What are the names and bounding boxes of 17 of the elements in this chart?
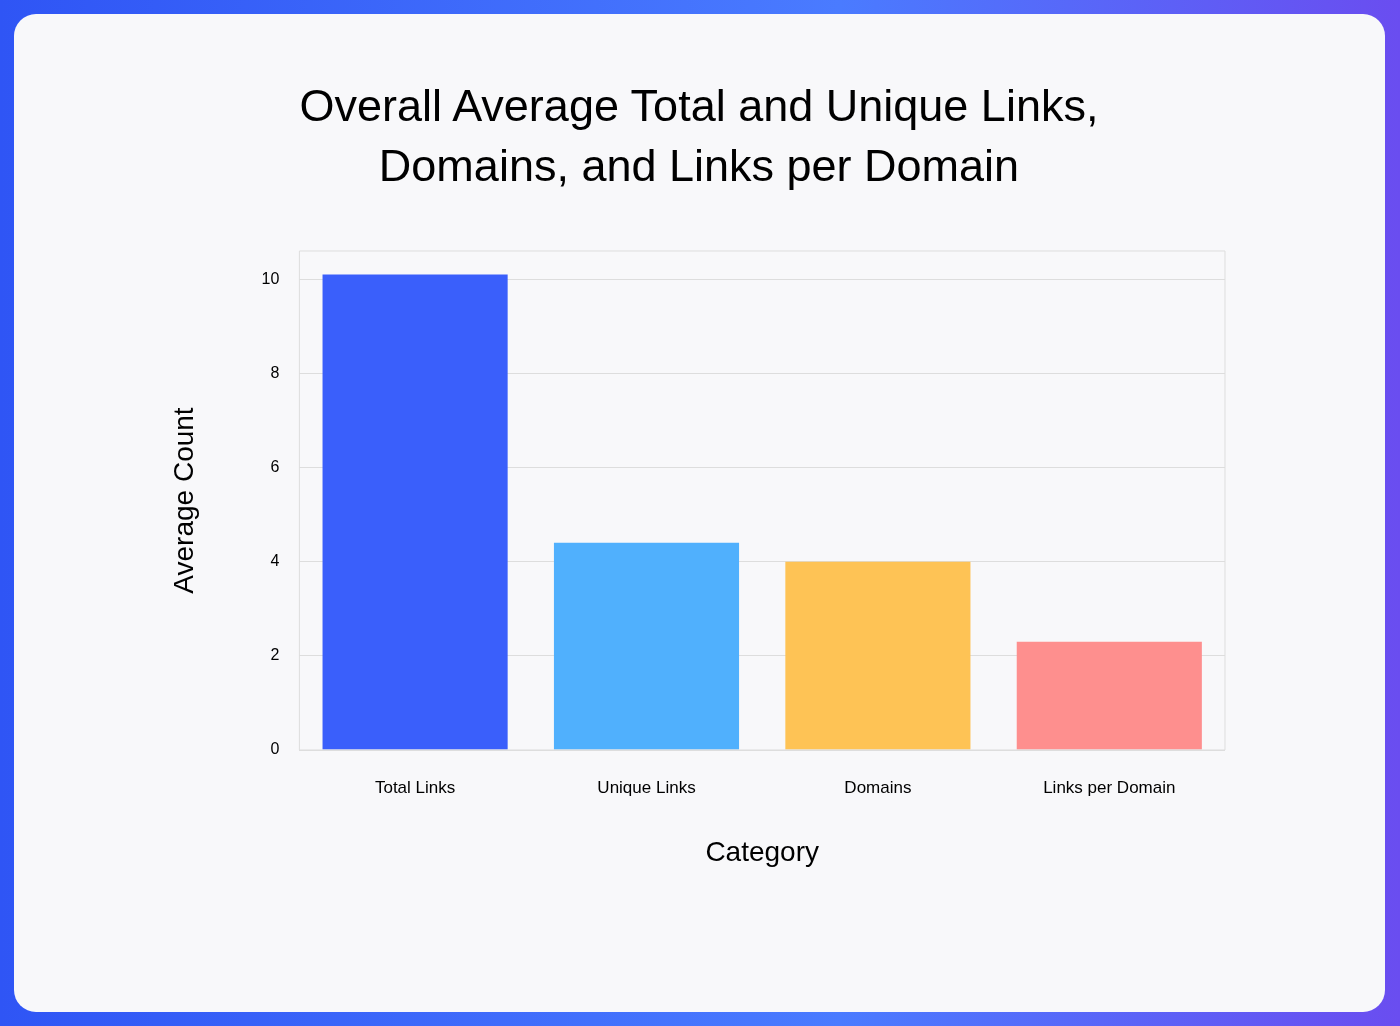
- y-tick-label: 0: [270, 740, 280, 758]
- x-tick-label: Unique Links: [597, 777, 696, 797]
- y-tick-label: 10: [261, 269, 280, 287]
- y-tick-label: 6: [270, 457, 280, 475]
- x-axis-title: Category: [705, 835, 820, 867]
- bar: [785, 561, 971, 750]
- y-tick-label: 8: [270, 363, 280, 381]
- y-tick-label: 4: [270, 552, 280, 570]
- bar: [322, 274, 508, 750]
- chart-title: Overall Average Total and Unique Links, Domains, and Links per Domain: [298, 79, 1100, 193]
- y-axis-title: Average Count: [167, 407, 199, 594]
- bar: [553, 542, 740, 750]
- x-tick-label: Total Links: [374, 777, 456, 797]
- x-tick-label: Links per Domain: [1043, 777, 1176, 797]
- bar: [1016, 641, 1202, 750]
- x-tick-label: Domains: [844, 777, 912, 797]
- y-tick-label: 2: [270, 646, 280, 664]
